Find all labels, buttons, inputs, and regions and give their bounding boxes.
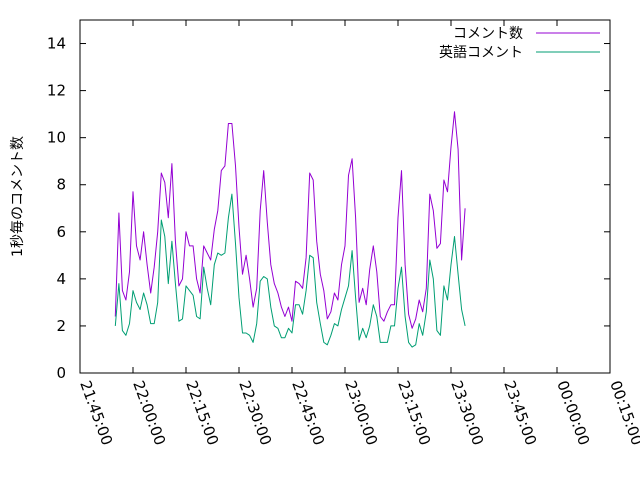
y-tick-label: 14 bbox=[47, 35, 66, 53]
y-axis-title: 1秒毎のコメント数 bbox=[10, 136, 26, 257]
y-tick-label: 10 bbox=[47, 129, 66, 147]
x-tick-label: 22:15:00 bbox=[182, 378, 222, 447]
y-tick-label: 0 bbox=[56, 364, 66, 382]
series-line-2 bbox=[114, 193, 466, 348]
x-tick-label: 22:45:00 bbox=[288, 378, 328, 447]
x-tick-label: 23:30:00 bbox=[447, 378, 487, 447]
y-tick-label: 8 bbox=[56, 176, 66, 194]
x-tick-label: 21:45:00 bbox=[76, 378, 116, 447]
x-tick-label: 23:15:00 bbox=[394, 378, 434, 447]
y-axis-title-group: 1秒毎のコメント数 bbox=[10, 136, 26, 257]
y-tick-label: 6 bbox=[56, 223, 66, 241]
x-tick-label: 22:00:00 bbox=[129, 378, 169, 447]
series-line-1 bbox=[114, 111, 466, 329]
x-tick-label: 00:00:00 bbox=[553, 378, 593, 447]
x-tick-label: 00:15:00 bbox=[606, 378, 640, 447]
series-lines bbox=[114, 111, 466, 348]
y-tick-label: 2 bbox=[56, 317, 66, 335]
legend-label: 英語コメント bbox=[439, 44, 523, 61]
x-tick-label: 22:30:00 bbox=[235, 378, 275, 447]
x-tick-label: 23:00:00 bbox=[341, 378, 381, 447]
legend-label: コメント数 bbox=[453, 26, 523, 42]
y-tick-label: 4 bbox=[56, 270, 66, 288]
y-tick-label: 12 bbox=[47, 82, 66, 100]
x-tick-label: 23:45:00 bbox=[500, 378, 540, 447]
